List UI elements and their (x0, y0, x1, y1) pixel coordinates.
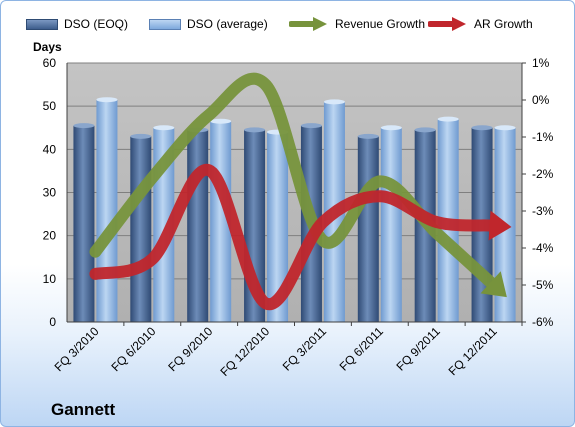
x-tick-label: FQ 12/2011 (446, 324, 500, 378)
legend-label-dso-eoq: DSO (EOQ) (64, 17, 129, 31)
y-right-tick-label: -6% (532, 315, 554, 329)
y-left-tick-label: 20 (43, 229, 57, 243)
y-right-tick-label: 1% (532, 56, 550, 70)
bar-dso-eoq (130, 136, 152, 322)
y-left-tick-label: 40 (43, 142, 57, 156)
revenue-growth-line-arrowhead (480, 271, 507, 298)
bar-cap-dso-average (323, 99, 345, 105)
bar-cap-dso-eoq (357, 133, 379, 139)
y-left-tick-label: 60 (43, 56, 57, 70)
y-left-axis-label: Days (33, 40, 62, 54)
legend-swatch-dso-average (149, 18, 181, 30)
legend-label-dso-average: DSO (average) (187, 17, 268, 31)
legend-arrow-ar-icon (428, 17, 466, 31)
y-left-tick-label: 30 (43, 186, 57, 200)
legend-ar-growth: AR Growth (428, 17, 533, 31)
legend-swatch-dso-eoq (26, 18, 58, 30)
legend-label-ar-growth: AR Growth (474, 17, 533, 31)
y-right-tick-label: -1% (532, 130, 554, 144)
bar-cap-dso-eoq (471, 125, 493, 131)
bar-cap-dso-eoq (414, 127, 436, 133)
bar-dso-average (380, 127, 402, 322)
bar-cap-dso-eoq (130, 133, 152, 139)
x-tick-label: FQ 9/2010 (165, 324, 215, 374)
y-left-tick-label: 10 (43, 272, 57, 286)
y-left-tick-label: 0 (49, 315, 56, 329)
y-right-tick-label: -4% (532, 241, 554, 255)
bar-dso-average (267, 132, 289, 322)
legend-dso-eoq: DSO (EOQ) (26, 17, 128, 31)
bar-dso-eoq (187, 129, 209, 322)
bar-cap-dso-eoq (244, 127, 266, 133)
ar-growth-line (89, 164, 496, 311)
bar-cap-dso-average (210, 118, 232, 124)
ar-growth-line-arrowhead (488, 210, 512, 241)
legend-arrow-revenue-icon (289, 17, 327, 31)
bar-dso-average (96, 99, 118, 322)
y-right-tick-label: 0% (532, 93, 550, 107)
y-right-tick-label: -5% (532, 278, 554, 292)
bar-cap-dso-average (437, 116, 459, 122)
bar-cap-dso-average (494, 125, 516, 131)
y-right-tick-label: -3% (532, 204, 554, 218)
x-tick-label: FQ 6/2010 (108, 324, 158, 374)
legend-label-revenue-growth: Revenue Growth (335, 17, 426, 31)
y-left-tick-label: 50 (43, 99, 57, 113)
bar-cap-dso-average (96, 97, 118, 103)
x-tick-label: FQ 9/2011 (393, 324, 443, 374)
x-tick-label: FQ 3/2010 (52, 324, 102, 374)
bar-cap-dso-average (380, 125, 402, 131)
y-right-tick-label: -2% (532, 167, 554, 181)
x-tick-label: FQ 3/2011 (280, 324, 330, 374)
x-tick-label: FQ 12/2010 (217, 324, 272, 379)
bar-cap-dso-eoq (73, 123, 95, 129)
legend-dso-average: DSO (average) (149, 17, 268, 31)
bar-cap-dso-average (153, 125, 175, 131)
x-tick-label: FQ 6/2011 (337, 324, 387, 374)
bar-cap-dso-eoq (300, 123, 322, 129)
company-name: Gannett (51, 400, 116, 419)
bar-dso-eoq (73, 125, 95, 322)
bar-dso-eoq (357, 136, 379, 322)
legend-revenue-growth: Revenue Growth (289, 17, 425, 31)
